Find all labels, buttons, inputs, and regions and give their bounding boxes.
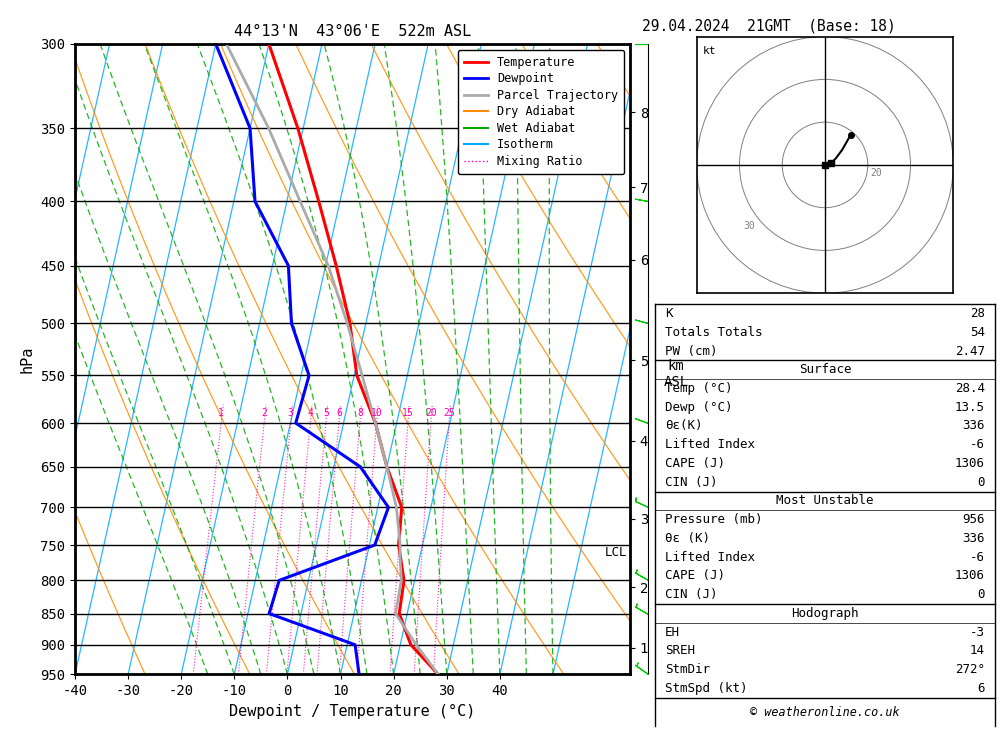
Text: 336: 336 — [962, 419, 985, 432]
Y-axis label: km
ASL: km ASL — [663, 359, 688, 389]
Text: 2: 2 — [261, 408, 267, 418]
Text: 0: 0 — [977, 476, 985, 489]
Text: 0: 0 — [977, 588, 985, 601]
Text: 956: 956 — [962, 513, 985, 526]
Text: 6: 6 — [336, 408, 342, 418]
Text: Lifted Index: Lifted Index — [665, 438, 755, 452]
Text: -6: -6 — [970, 550, 985, 564]
Text: 2.47: 2.47 — [955, 345, 985, 358]
Text: kt: kt — [703, 45, 717, 56]
Text: 28: 28 — [970, 307, 985, 320]
Text: CAPE (J): CAPE (J) — [665, 457, 725, 470]
Text: Most Unstable: Most Unstable — [776, 494, 874, 507]
Text: 30: 30 — [744, 221, 756, 231]
Text: 54: 54 — [970, 325, 985, 339]
Text: 14: 14 — [970, 644, 985, 658]
Text: StmSpd (kt): StmSpd (kt) — [665, 682, 748, 695]
Text: CIN (J): CIN (J) — [665, 476, 718, 489]
Text: 29.04.2024  21GMT  (Base: 18): 29.04.2024 21GMT (Base: 18) — [642, 18, 896, 33]
Text: Temp (°C): Temp (°C) — [665, 382, 733, 395]
Text: Dewp (°C): Dewp (°C) — [665, 401, 733, 413]
Text: -3: -3 — [970, 625, 985, 638]
Text: CAPE (J): CAPE (J) — [665, 570, 725, 582]
Text: StmDir: StmDir — [665, 663, 710, 676]
Text: 20: 20 — [870, 168, 882, 177]
Text: 5: 5 — [323, 408, 329, 418]
X-axis label: Dewpoint / Temperature (°C): Dewpoint / Temperature (°C) — [229, 704, 476, 718]
Text: © weatheronline.co.uk: © weatheronline.co.uk — [750, 706, 900, 719]
Text: 336: 336 — [962, 532, 985, 545]
Text: θε(K): θε(K) — [665, 419, 703, 432]
Text: Lifted Index: Lifted Index — [665, 550, 755, 564]
Text: 25: 25 — [443, 408, 455, 418]
Text: 6: 6 — [977, 682, 985, 695]
Text: θε (K): θε (K) — [665, 532, 710, 545]
Text: Surface: Surface — [799, 364, 851, 376]
Text: CIN (J): CIN (J) — [665, 588, 718, 601]
Text: -6: -6 — [970, 438, 985, 452]
Text: 1: 1 — [218, 408, 224, 418]
Title: 44°13'N  43°06'E  522m ASL: 44°13'N 43°06'E 522m ASL — [234, 23, 471, 39]
Text: 1306: 1306 — [955, 570, 985, 582]
Text: 28.4: 28.4 — [955, 382, 985, 395]
Text: Totals Totals: Totals Totals — [665, 325, 763, 339]
Text: 15: 15 — [402, 408, 414, 418]
Text: PW (cm): PW (cm) — [665, 345, 718, 358]
Text: Hodograph: Hodograph — [791, 607, 859, 620]
Text: 3: 3 — [288, 408, 294, 418]
Text: 4: 4 — [307, 408, 313, 418]
Text: K: K — [665, 307, 673, 320]
Text: 272°: 272° — [955, 663, 985, 676]
Text: LCL: LCL — [605, 546, 627, 559]
Text: SREH: SREH — [665, 644, 695, 658]
Text: 13.5: 13.5 — [955, 401, 985, 413]
Text: 10: 10 — [371, 408, 382, 418]
Legend: Temperature, Dewpoint, Parcel Trajectory, Dry Adiabat, Wet Adiabat, Isotherm, Mi: Temperature, Dewpoint, Parcel Trajectory… — [458, 50, 624, 174]
Text: 8: 8 — [357, 408, 363, 418]
Text: Pressure (mb): Pressure (mb) — [665, 513, 763, 526]
Text: EH: EH — [665, 625, 680, 638]
Text: 20: 20 — [425, 408, 437, 418]
Text: 1306: 1306 — [955, 457, 985, 470]
Y-axis label: hPa: hPa — [20, 345, 35, 373]
